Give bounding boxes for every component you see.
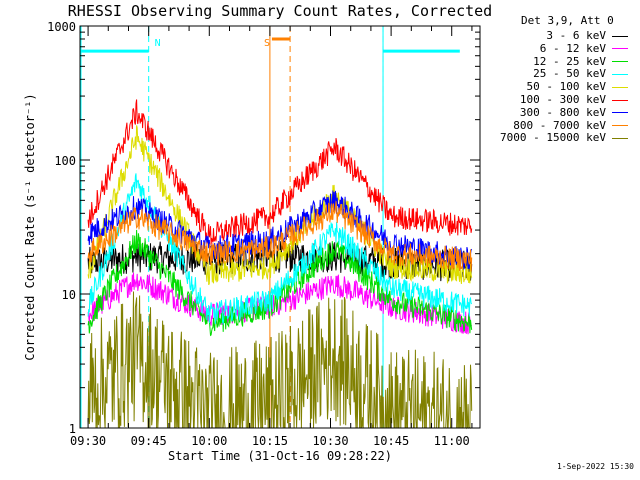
legend-entry: 12 - 25 keV [533,55,628,68]
legend-label: 300 - 800 keV [519,105,606,119]
series-line-7 [87,201,473,272]
series-line-8 [87,291,473,430]
legend-entry: 6 - 12 keV [540,42,628,55]
x-tick-label: 10:15 [252,434,288,448]
series-line-4 [87,125,473,286]
x-tick-label: 10:00 [191,434,227,448]
y-axis-label: Corrected Count Rate (s⁻¹ detector⁻¹) [23,93,37,360]
legend-entry: 800 - 7000 keV [513,119,628,132]
legend-label: 6 - 12 keV [539,41,606,55]
legend-entry: 25 - 50 keV [533,67,628,80]
legend-entry: 3 - 6 keV [546,29,628,42]
x-tick-label: 11:00 [434,434,470,448]
legend-swatch [612,86,628,88]
annotation-s: S [264,38,270,49]
legend-swatch [612,125,628,127]
legend-entry: 300 - 800 keV [520,106,628,119]
annotation-n: N [155,38,161,49]
y-tick-label: 1 [69,422,76,436]
x-tick-label: 09:30 [70,434,106,448]
footer-date: 1-Sep-2022 15:30 [556,462,634,471]
y-tick-label: 10 [62,288,76,302]
legend-label: 50 - 100 keV [526,80,606,94]
legend-header: Det 3,9, Att 0 [521,14,614,27]
x-axis-label: Start Time (31-Oct-16 09:28:22) [168,449,392,463]
y-tick-label: 100 [54,154,76,168]
legend-label: 3 - 6 keV [546,29,606,42]
legend-swatch [612,73,628,75]
legend-label: 25 - 50 keV [533,67,606,81]
series-line-5 [87,99,473,245]
legend-label: 800 - 7000 keV [513,118,606,132]
x-tick-label: 10:30 [312,434,348,448]
legend-swatch [612,99,628,101]
legend-label: 7000 - 15000 keV [500,131,606,145]
legend-label: 12 - 25 keV [533,54,606,68]
legend-swatch [612,61,628,63]
y-tick-label: 1000 [47,20,76,34]
chart-title: RHESSI Observing Summary Count Rates, Co… [68,2,492,20]
legend-label: 100 - 300 keV [519,93,606,106]
legend-entry: 7000 - 15000 keV [500,131,628,144]
legend-swatch [612,112,628,114]
legend-swatch [612,137,628,139]
legend-swatch [612,48,628,50]
legend-entry: 100 - 300 keV [520,93,628,106]
x-tick-label: 09:45 [131,434,167,448]
plot-frame [79,25,481,429]
x-tick-label: 10:45 [373,434,409,448]
legend-swatch [612,35,628,37]
legend-entry: 50 - 100 keV [527,80,628,93]
